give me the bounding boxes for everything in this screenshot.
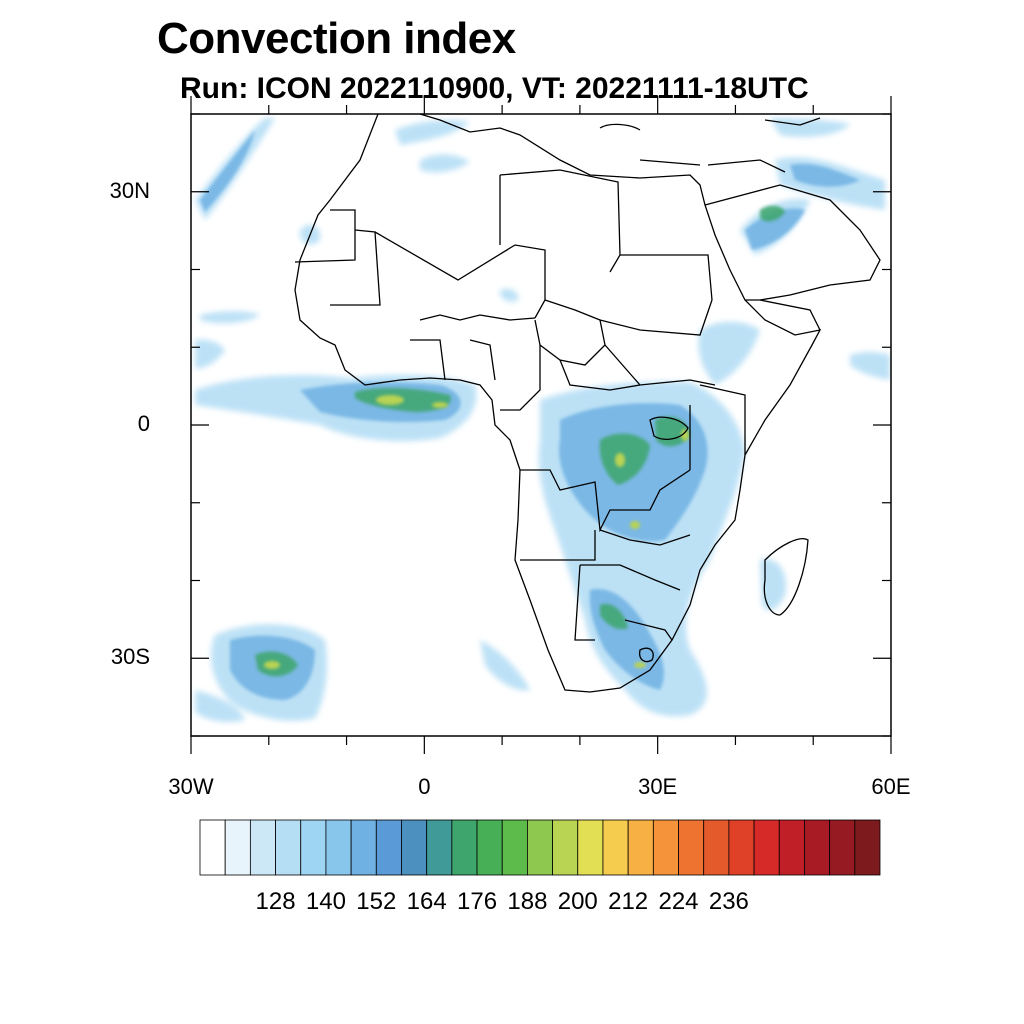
colorbar-swatch (627, 819, 654, 876)
colorbar-swatch (325, 819, 352, 876)
colorbar-swatch (703, 819, 730, 876)
colorbar-swatch (426, 819, 453, 876)
colorbar-swatch (199, 819, 226, 876)
x-tick-label: 60E (871, 774, 911, 799)
colorbar-swatch (753, 819, 780, 876)
colorbar-swatch (375, 819, 402, 876)
colorbar-swatch (552, 819, 579, 876)
colorbar-swatch (249, 819, 276, 876)
colorbar-swatch (829, 819, 856, 876)
colorbar-label: 188 (507, 888, 548, 915)
colorbar (199, 819, 881, 876)
colorbar-label: 140 (305, 888, 346, 915)
map-subtitle: Run: ICON 2022110900, VT: 20221111-18UTC (180, 72, 809, 105)
colorbar-label: 128 (255, 888, 296, 915)
colorbar-swatch (451, 819, 478, 876)
colorbar-swatch (577, 819, 604, 876)
colorbar-label: 212 (608, 888, 649, 915)
map-title: Convection index (157, 14, 516, 63)
x-tick-label: 30E (638, 774, 678, 799)
convection-field (195, 118, 890, 723)
y-tick-label: 30S (110, 644, 150, 670)
colorbar-swatch (652, 819, 679, 876)
colorbar-label: 164 (406, 888, 447, 915)
colorbar-swatch (300, 819, 327, 876)
country-borders (294, 114, 881, 693)
colorbar-swatch (728, 819, 755, 876)
colorbar-label: 224 (658, 888, 699, 915)
colorbar-swatch (501, 819, 528, 876)
colorbar-swatch (224, 819, 251, 876)
colorbar-swatch (854, 819, 881, 876)
y-tick-label: 30N (109, 177, 150, 203)
colorbar-swatch (275, 819, 302, 876)
colorbar-label: 236 (708, 888, 749, 915)
colorbar-swatch (804, 819, 831, 876)
colorbar-swatch (476, 819, 503, 876)
x-tick-label: 30W (168, 774, 214, 799)
colorbar-swatch (602, 819, 629, 876)
x-tick-label: 0 (418, 774, 431, 799)
colorbar-swatch (527, 819, 553, 876)
y-tick-label: 0 (137, 411, 150, 436)
colorbar-swatch (401, 819, 428, 876)
colorbar-swatch (778, 819, 805, 876)
colorbar-label: 176 (457, 888, 498, 915)
colorbar-label: 200 (557, 888, 598, 915)
colorbar-label: 152 (356, 888, 397, 915)
colorbar-swatch (350, 819, 377, 876)
colorbar-swatch (678, 819, 705, 876)
axis-ticks (190, 96, 892, 754)
